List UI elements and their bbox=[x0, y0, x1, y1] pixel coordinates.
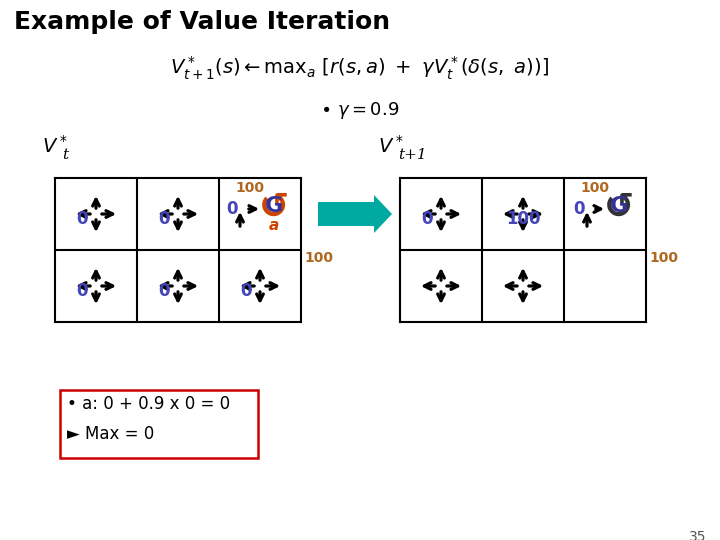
Text: 100: 100 bbox=[235, 181, 264, 195]
FancyBboxPatch shape bbox=[60, 390, 258, 458]
Text: 0: 0 bbox=[240, 282, 252, 300]
Text: 0: 0 bbox=[76, 282, 88, 300]
Text: ↺: ↺ bbox=[259, 191, 289, 225]
Text: a: a bbox=[269, 219, 279, 233]
Text: 100: 100 bbox=[505, 210, 540, 228]
Text: t+1: t+1 bbox=[398, 148, 427, 162]
Text: $\bullet\ \gamma = 0.9$: $\bullet\ \gamma = 0.9$ bbox=[320, 100, 400, 121]
Text: ► Max = 0: ► Max = 0 bbox=[67, 425, 154, 443]
FancyArrow shape bbox=[318, 195, 392, 233]
Text: 0: 0 bbox=[158, 282, 170, 300]
Text: 100: 100 bbox=[304, 251, 333, 265]
Text: 0: 0 bbox=[573, 200, 585, 218]
Text: ↺: ↺ bbox=[604, 191, 634, 225]
Text: t: t bbox=[62, 148, 68, 162]
Text: 0: 0 bbox=[158, 210, 170, 228]
Text: 100: 100 bbox=[580, 181, 610, 195]
Text: 0: 0 bbox=[226, 200, 238, 218]
Text: Example of Value Iteration: Example of Value Iteration bbox=[14, 10, 390, 34]
Text: G: G bbox=[610, 196, 628, 216]
Text: $V^*$: $V^*$ bbox=[42, 135, 68, 157]
Text: $V^*_{t+1}(s) \leftarrow \mathrm{max}_a\ [r(s,a)\ +\ \gamma V^*_t(\delta(s,\ a)): $V^*_{t+1}(s) \leftarrow \mathrm{max}_a\… bbox=[171, 55, 549, 83]
Text: 100: 100 bbox=[649, 251, 678, 265]
Text: 35: 35 bbox=[688, 530, 706, 540]
Text: 0: 0 bbox=[421, 210, 433, 228]
Text: • a: 0 + 0.9 x 0 = 0: • a: 0 + 0.9 x 0 = 0 bbox=[67, 395, 230, 413]
Text: $V^*$: $V^*$ bbox=[378, 135, 404, 157]
Text: 0: 0 bbox=[76, 210, 88, 228]
Text: G: G bbox=[265, 196, 283, 216]
